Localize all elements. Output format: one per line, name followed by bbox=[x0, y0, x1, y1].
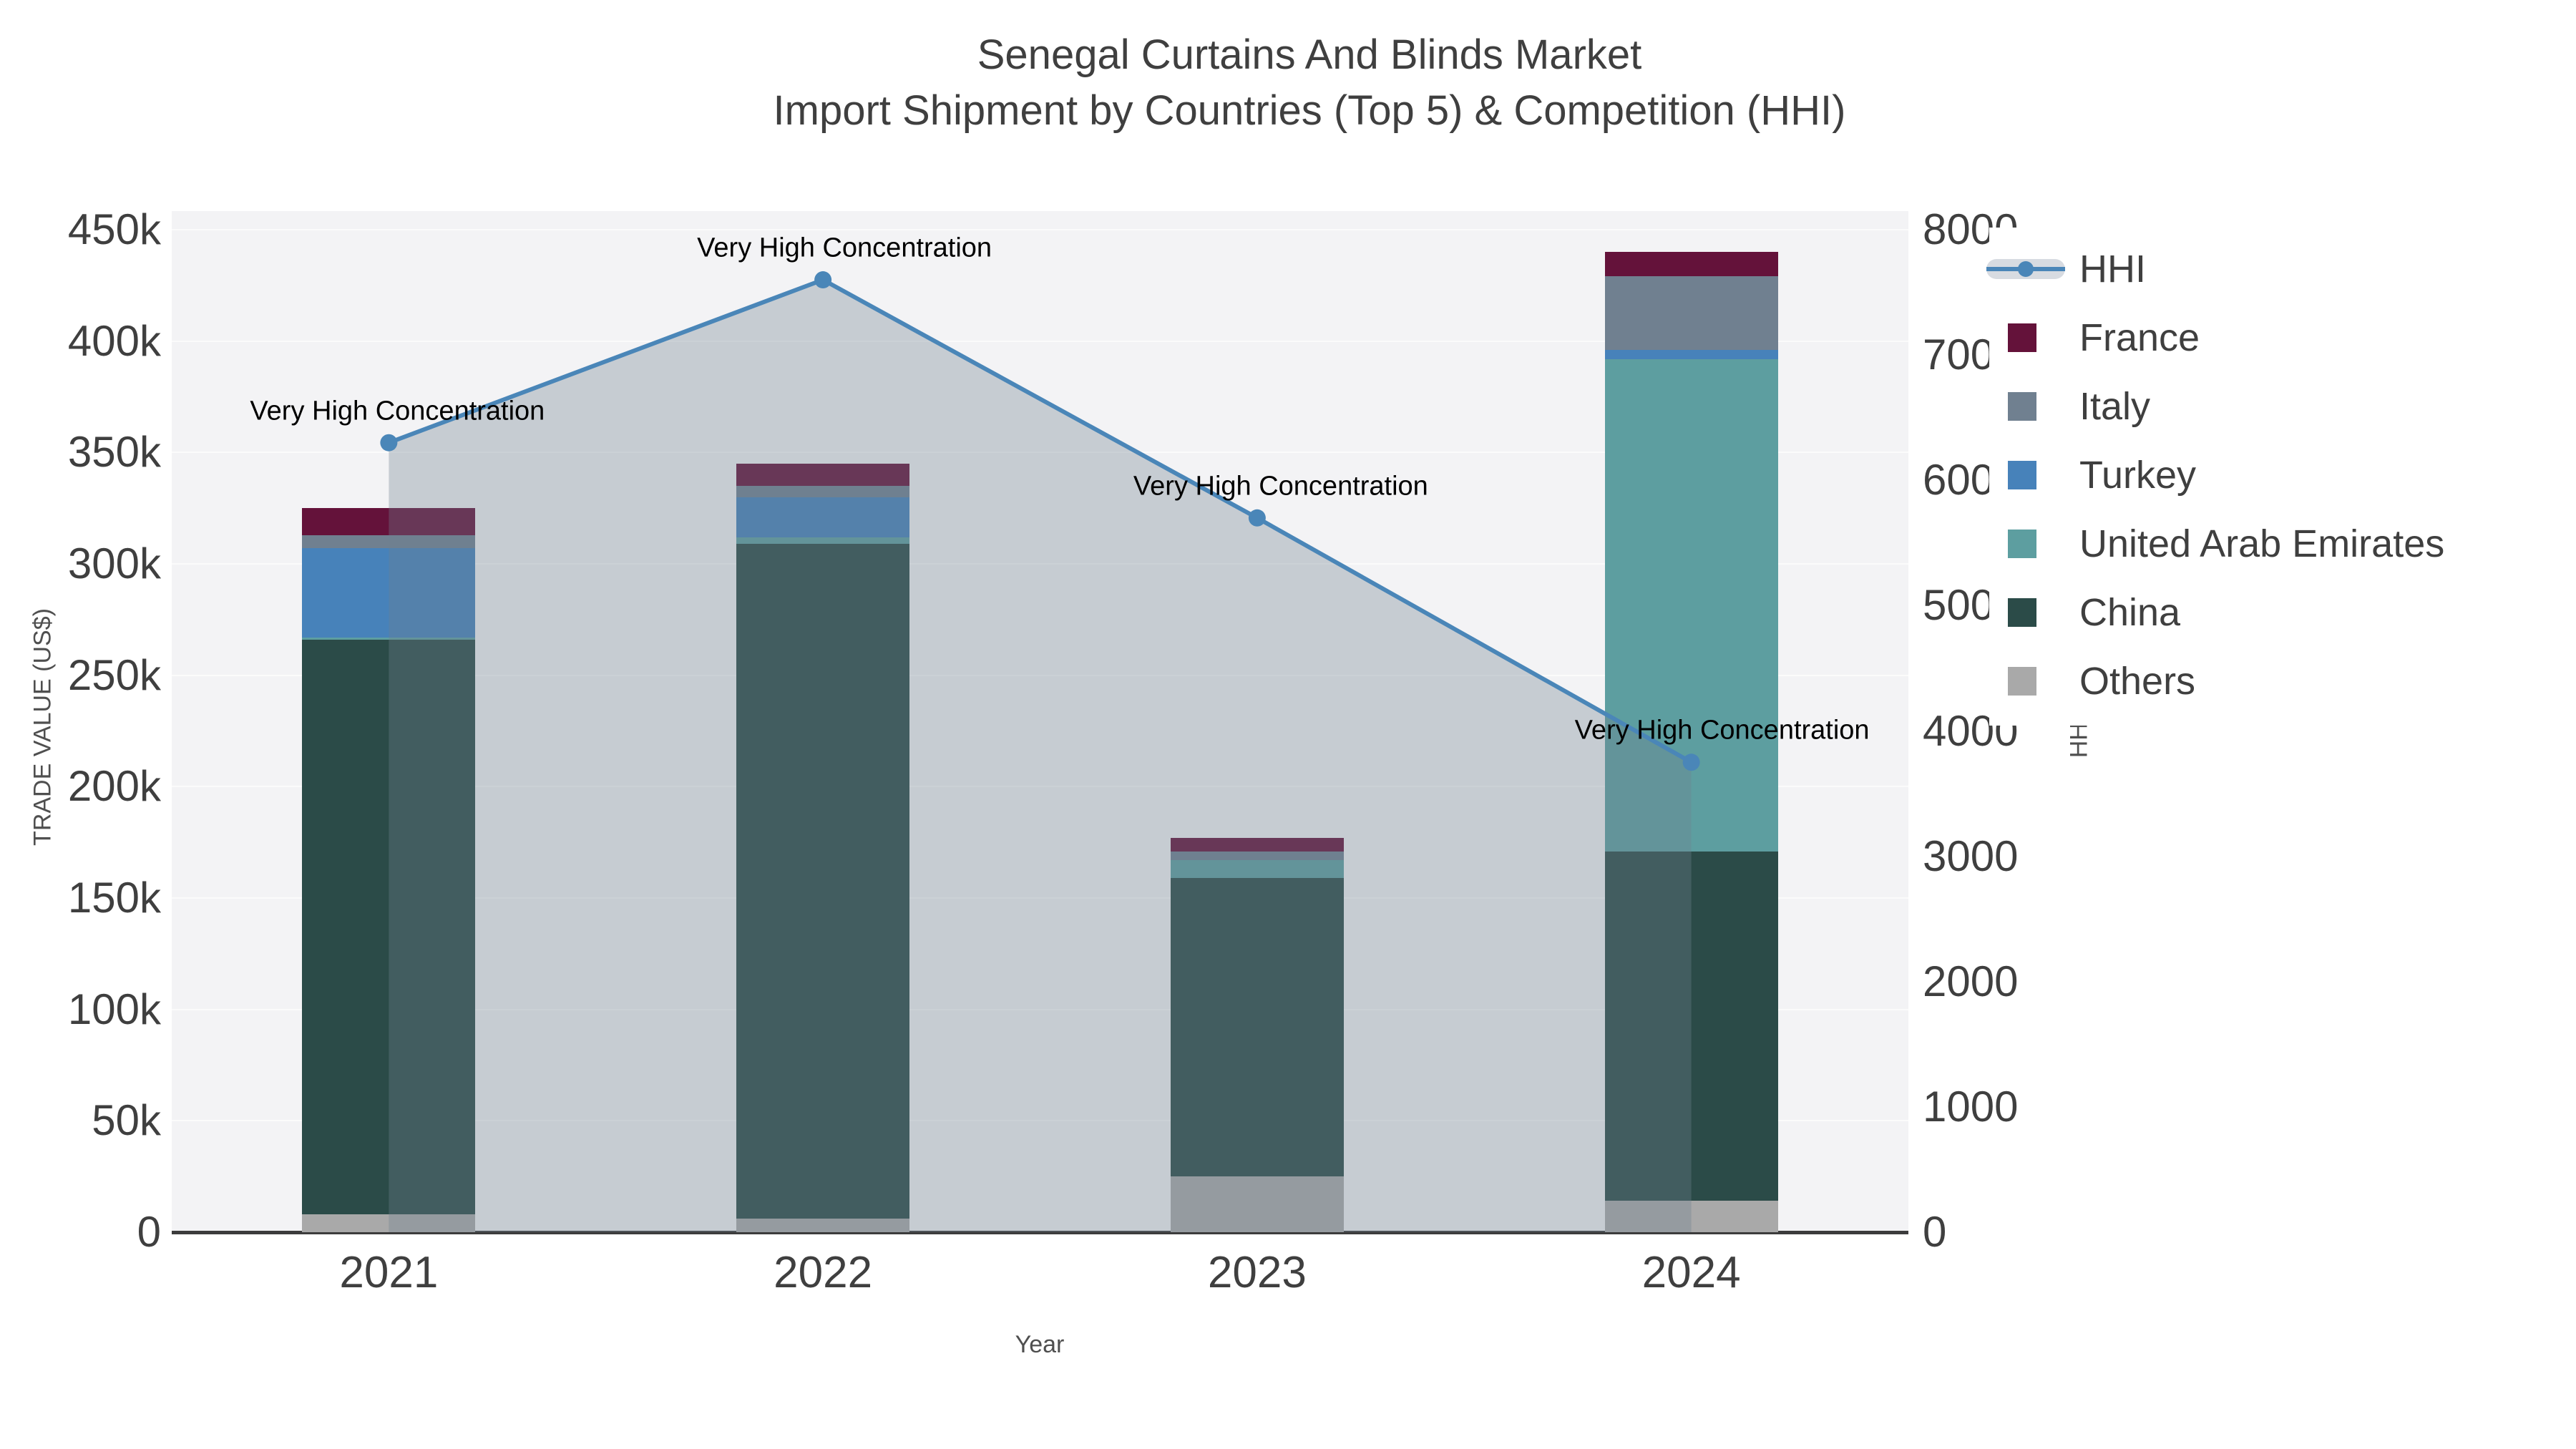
bar-segment-2023-france[interactable] bbox=[1170, 837, 1344, 852]
y-tick-200k: 200k bbox=[67, 762, 161, 811]
legend-label: Italy bbox=[2079, 385, 2151, 428]
bar-segment-2024-turkey[interactable] bbox=[1604, 350, 1778, 359]
hhi-line-legend-icon bbox=[1986, 259, 2065, 279]
bar-segment-2023-italy[interactable] bbox=[1170, 851, 1344, 861]
x-tick-2024: 2024 bbox=[1641, 1248, 1741, 1297]
chart-title-line2: Import Shipment by Countries (Top 5) & C… bbox=[773, 87, 1846, 134]
legend-label: France bbox=[2079, 316, 2200, 359]
bar-segment-2022-china[interactable] bbox=[736, 543, 910, 1219]
y-tick-100k: 100k bbox=[67, 985, 161, 1033]
legend-item-hhi[interactable]: HHI bbox=[1986, 235, 2559, 303]
legend-label: Turkey bbox=[2079, 454, 2197, 497]
bar-segment-2021-france[interactable] bbox=[302, 508, 476, 535]
legend-label: China bbox=[2079, 591, 2181, 634]
legend-item-others[interactable]: Others bbox=[2008, 647, 2559, 716]
bar-segment-2023-china[interactable] bbox=[1170, 877, 1344, 1177]
bar-segment-2021-china[interactable] bbox=[302, 639, 476, 1215]
legend-item-china[interactable]: China bbox=[2008, 578, 2559, 647]
bar-segment-2024-china[interactable] bbox=[1604, 851, 1778, 1201]
bar-segment-2021-united-arab-emirates[interactable] bbox=[302, 637, 476, 640]
bar-segment-2022-italy[interactable] bbox=[736, 486, 910, 497]
annotation-2021: Very High Concentration bbox=[250, 396, 545, 426]
gridline-450k bbox=[172, 229, 1908, 230]
france-swatch-icon bbox=[2008, 323, 2036, 352]
legend-item-france[interactable]: France bbox=[2008, 303, 2559, 372]
united-arab-emirates-swatch-icon bbox=[2008, 530, 2036, 558]
y2-tick-2000: 2000 bbox=[1923, 957, 2019, 1005]
others-swatch-icon bbox=[2008, 667, 2036, 696]
annotation-2024: Very High Concentration bbox=[1574, 715, 1870, 746]
x-axis-title: Year bbox=[1015, 1331, 1065, 1358]
bar-segment-2022-united-arab-emirates[interactable] bbox=[736, 537, 910, 544]
y2-tick-0: 0 bbox=[1923, 1208, 1947, 1256]
hhi-point-2021[interactable] bbox=[380, 434, 398, 452]
legend-item-united-arab-emirates[interactable]: United Arab Emirates bbox=[2008, 509, 2559, 578]
gridline-50k bbox=[172, 1120, 1908, 1122]
bar-segment-2022-france[interactable] bbox=[736, 463, 910, 487]
bar-segment-2021-turkey[interactable] bbox=[302, 548, 476, 638]
x-axis-line bbox=[172, 1231, 1908, 1234]
y-tick-300k: 300k bbox=[67, 540, 161, 587]
x-tick-2021: 2021 bbox=[339, 1248, 439, 1297]
x-tick-2023: 2023 bbox=[1207, 1248, 1307, 1297]
hhi-point-2024[interactable] bbox=[1682, 753, 1700, 771]
legend-item-turkey[interactable]: Turkey bbox=[2008, 441, 2559, 509]
y-tick-250k: 250k bbox=[67, 650, 161, 699]
bar-segment-2023-others[interactable] bbox=[1170, 1176, 1344, 1232]
italy-swatch-icon bbox=[2008, 392, 2036, 421]
hhi-point-2023[interactable] bbox=[1248, 509, 1266, 527]
bar-segment-2023-united-arab-emirates[interactable] bbox=[1170, 860, 1344, 878]
bar-segment-2021-others[interactable] bbox=[302, 1214, 476, 1232]
chart-title-line1: Senegal Curtains And Blinds Market bbox=[977, 31, 1642, 78]
china-swatch-icon bbox=[2008, 598, 2036, 627]
y2-tick-1000: 1000 bbox=[1923, 1082, 2019, 1131]
y-tick-0: 0 bbox=[137, 1208, 161, 1256]
gridline-200k bbox=[172, 786, 1908, 788]
bar-segment-2022-turkey[interactable] bbox=[736, 497, 910, 537]
hhi-point-2022[interactable] bbox=[814, 271, 832, 289]
bar-segment-2024-france[interactable] bbox=[1604, 252, 1778, 277]
gridline-100k bbox=[172, 1008, 1908, 1010]
bar-segment-2021-italy[interactable] bbox=[302, 535, 476, 549]
bar-segment-2024-united-arab-emirates[interactable] bbox=[1604, 358, 1778, 852]
chart-title: Senegal Curtains And Blinds Market Impor… bbox=[774, 27, 1846, 139]
turkey-swatch-icon bbox=[2008, 461, 2036, 489]
legend-label: HHI bbox=[2079, 248, 2146, 291]
y-axis-title: TRADE VALUE (US$) bbox=[29, 608, 57, 846]
legend-label: Others bbox=[2079, 660, 2196, 703]
legend-label: United Arab Emirates bbox=[2079, 522, 2445, 565]
bar-segment-2024-italy[interactable] bbox=[1604, 276, 1778, 351]
y-tick-450k: 450k bbox=[67, 205, 161, 253]
legend: HHI France Italy Turkey United Arab Emirates… bbox=[1986, 228, 2559, 726]
annotation-2023: Very High Concentration bbox=[1133, 471, 1428, 502]
bar-segment-2024-others[interactable] bbox=[1604, 1201, 1778, 1232]
annotation-2022: Very High Concentration bbox=[697, 233, 992, 263]
x-tick-2022: 2022 bbox=[774, 1248, 873, 1297]
y-tick-50k: 50k bbox=[92, 1096, 161, 1145]
y-tick-400k: 400k bbox=[67, 316, 161, 365]
y-tick-150k: 150k bbox=[67, 874, 161, 922]
bar-segment-2022-others[interactable] bbox=[736, 1219, 910, 1232]
y2-tick-3000: 3000 bbox=[1923, 831, 2019, 880]
y-tick-350k: 350k bbox=[67, 428, 161, 477]
gridline-150k bbox=[172, 897, 1908, 899]
legend-item-italy[interactable]: Italy bbox=[2008, 372, 2559, 441]
